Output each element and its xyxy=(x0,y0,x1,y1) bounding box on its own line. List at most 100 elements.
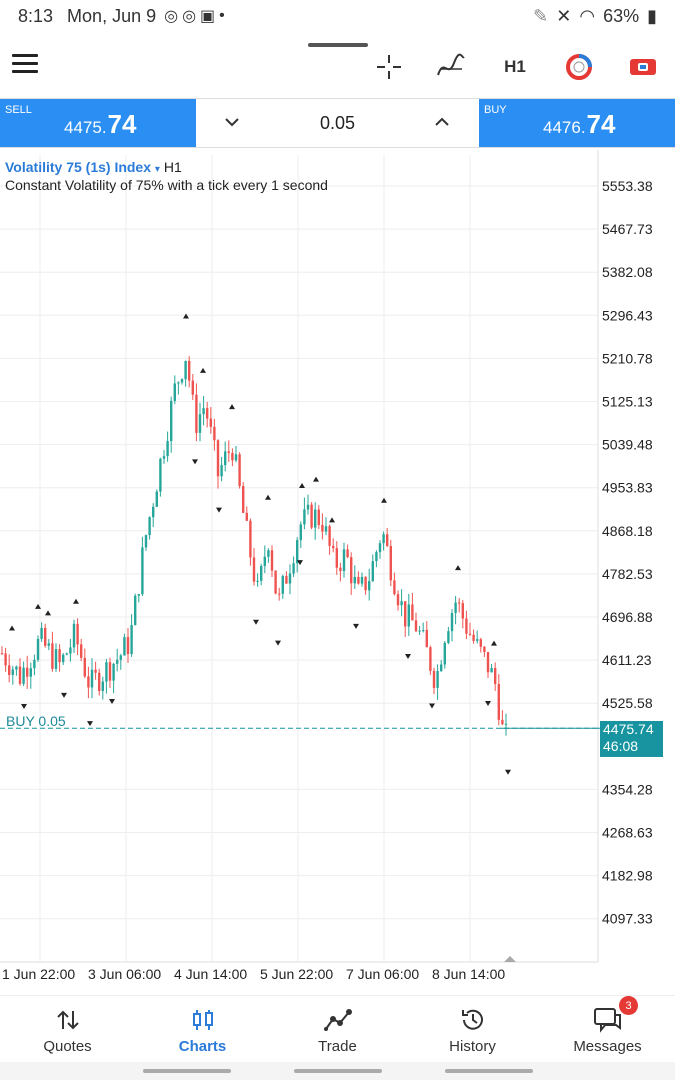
fractal-up-marker xyxy=(491,640,497,646)
menu-line xyxy=(12,54,38,57)
fractal-up-marker xyxy=(299,482,305,488)
fractal-down-marker xyxy=(353,623,359,629)
indicators-icon[interactable] xyxy=(436,52,466,82)
candle-up xyxy=(220,465,223,477)
battery-level: 63% xyxy=(603,5,640,26)
candle-up xyxy=(198,414,202,433)
menu-line xyxy=(12,70,38,73)
candle-down xyxy=(429,647,432,671)
crosshair-icon[interactable] xyxy=(374,52,404,82)
status-date: Mon, Jun 9 xyxy=(67,5,157,26)
candle-down xyxy=(83,657,86,677)
candle-up xyxy=(447,631,450,643)
nav-trade[interactable]: Trade xyxy=(270,996,405,1061)
candle-down xyxy=(213,426,216,441)
candle-up xyxy=(303,509,306,525)
new-order-icon[interactable] xyxy=(628,52,658,82)
chart-symbol-title[interactable]: Volatility 75 (1s) Index ▾ H1 xyxy=(5,159,182,175)
system-icons: ✎ ✕ ◠ 63% ▮ xyxy=(533,6,657,27)
sell-label: SELL xyxy=(5,104,32,116)
candle-down xyxy=(483,646,486,652)
nav-history[interactable]: History xyxy=(405,996,540,1061)
pen-icon: ✎ xyxy=(533,5,549,26)
buy-price-main: 4476. xyxy=(543,118,586,137)
candle-up xyxy=(101,681,104,691)
nav-charts[interactable]: Charts xyxy=(135,996,270,1061)
symbol-description: Constant Volatility of 75% with a tick e… xyxy=(5,177,328,193)
candle-up xyxy=(476,639,479,641)
candle-down xyxy=(94,669,97,673)
candle-down xyxy=(486,651,490,673)
nav-messages[interactable]: Messages 3 xyxy=(540,996,675,1061)
notification-icons: ◎ ◎ ▣ • xyxy=(164,6,225,26)
price-axis-label: 5210.78 xyxy=(602,350,653,366)
symbol-name[interactable]: Volatility 75 (1s) Index xyxy=(5,159,152,175)
candle-down xyxy=(472,634,475,641)
candle-up xyxy=(436,671,439,688)
fractal-up-marker xyxy=(183,313,189,319)
buy-button[interactable]: BUY 4476. 74 xyxy=(479,99,675,147)
symbol-dropdown-icon[interactable]: ▾ xyxy=(154,164,160,175)
candle-down xyxy=(98,672,101,691)
gesture-back[interactable] xyxy=(143,1069,231,1073)
fractal-up-marker xyxy=(200,367,206,373)
candle-down xyxy=(252,557,256,582)
candle-up xyxy=(152,506,155,518)
chart-timeframe: H1 xyxy=(163,159,182,175)
candle-down xyxy=(321,524,324,532)
history-clock-icon xyxy=(460,1006,486,1034)
price-axis-label: 4097.33 xyxy=(602,911,653,927)
bar-countdown: 46:08 xyxy=(603,738,639,754)
candle-up xyxy=(184,360,187,380)
fractal-up-marker xyxy=(313,476,319,482)
quotes-arrows-icon xyxy=(56,1006,80,1034)
nav-quotes-label: Quotes xyxy=(43,1038,92,1055)
candle-down xyxy=(350,557,353,584)
one-click-trade-panel: SELL 4475. 74 0.05 BUY 4476. 74 xyxy=(0,98,675,148)
price-axis-label: 4953.83 xyxy=(602,480,653,496)
messages-chat-icon xyxy=(593,1006,623,1034)
candle-up xyxy=(400,601,403,606)
candle-down xyxy=(335,548,338,568)
gesture-home[interactable] xyxy=(294,1069,382,1073)
candle-up xyxy=(296,540,299,564)
candle-down xyxy=(393,580,396,595)
sell-button[interactable]: SELL 4475. 74 xyxy=(0,99,196,147)
gesture-recents[interactable] xyxy=(445,1069,533,1073)
candle-up xyxy=(490,668,493,673)
time-axis-label: 4 Jun 14:00 xyxy=(174,966,247,982)
candle-up xyxy=(159,458,162,492)
candle-up xyxy=(353,576,356,584)
buy-price-big: 74 xyxy=(586,109,616,139)
candle-up xyxy=(407,604,410,627)
candle-up xyxy=(144,535,148,548)
candle-up xyxy=(418,630,421,632)
candle-down xyxy=(231,452,234,461)
volume-increase-chevron-up-icon[interactable] xyxy=(432,112,452,132)
candle-up xyxy=(314,509,317,528)
fractal-up-marker xyxy=(265,494,271,500)
candle-down xyxy=(206,408,209,419)
menu-button[interactable] xyxy=(12,54,38,76)
nav-quotes[interactable]: Quotes xyxy=(0,996,135,1061)
current-price: 4475.74 xyxy=(603,721,654,737)
candle-down xyxy=(317,509,320,525)
drag-handle[interactable] xyxy=(308,43,368,47)
volume-value[interactable]: 0.05 xyxy=(319,112,356,133)
candle-up xyxy=(375,552,378,562)
fractal-up-marker xyxy=(329,517,335,523)
fractal-up-marker xyxy=(229,404,235,410)
price-chart[interactable]: 5553.38 5467.73 5382.08 5296.43 5210.78 5125.… xyxy=(0,0,675,990)
buy-position-label[interactable]: BUY 0.05 xyxy=(6,713,66,729)
candle-down xyxy=(216,440,220,477)
candle-up xyxy=(422,630,425,632)
volume-decrease-chevron-down-icon[interactable] xyxy=(222,112,242,132)
one-click-trading-icon[interactable] xyxy=(564,52,594,82)
buy-label: BUY xyxy=(484,104,507,116)
price-axis-label: 4182.98 xyxy=(602,868,653,884)
candle-up xyxy=(299,524,302,541)
timeframe-button[interactable]: H1 xyxy=(504,57,526,76)
candle-up xyxy=(306,504,310,510)
price-axis-label: 5296.43 xyxy=(602,307,653,323)
candle-up xyxy=(137,594,140,596)
